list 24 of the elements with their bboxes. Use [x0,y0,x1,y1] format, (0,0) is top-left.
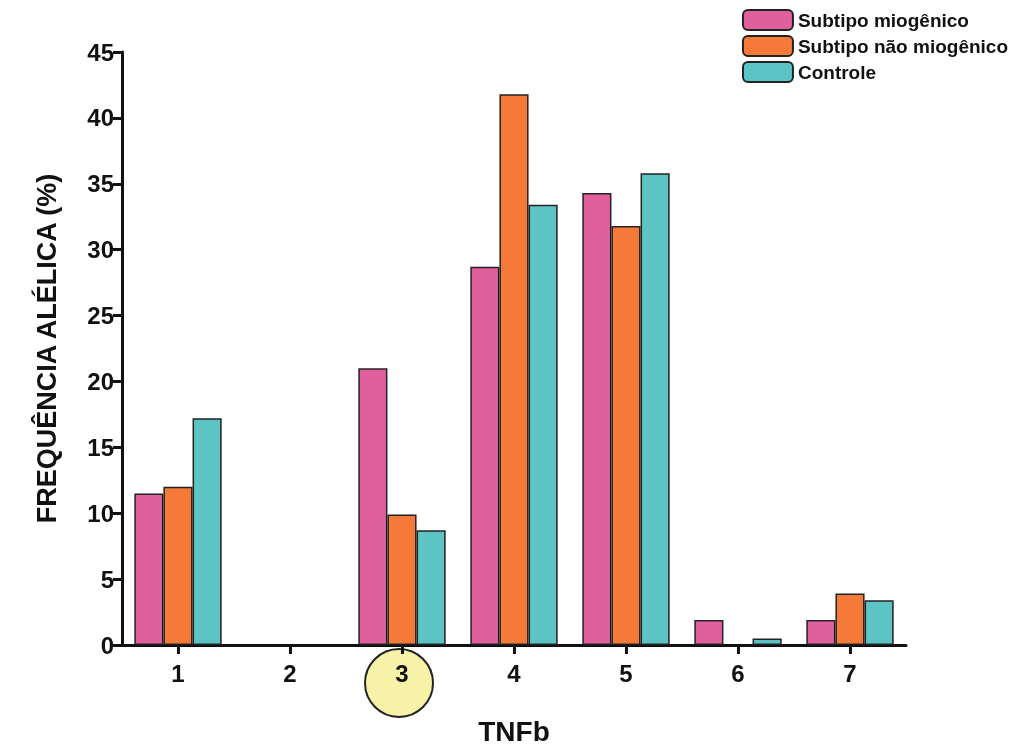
y-tick-label: 5 [100,565,114,593]
legend-label: Subtipo não miogênico [797,35,1009,57]
y-tick-label: 45 [87,38,114,66]
x-tick-label: 2 [283,659,297,687]
y-tick-label: 25 [87,302,114,330]
y-tick-label: 40 [87,104,114,132]
y-tick-label: 0 [100,631,114,659]
x-tick-label: 1 [171,659,185,687]
x-tick-label: 5 [619,659,633,687]
bar [694,619,724,645]
x-tick-label: 7 [843,659,857,687]
y-tick-label: 10 [87,499,114,527]
legend-label: Controle [797,61,877,83]
y-axis-title: FREQUÊNCIA ALÉLICA (%) [30,173,62,524]
x-tick-label: 4 [507,659,522,687]
x-tick-label: 6 [731,659,745,687]
x-tick-label: 3 [395,659,409,687]
y-tick-label: 15 [87,433,114,461]
legend-label: Subtipo miogênico [797,9,969,31]
bar [752,638,782,645]
y-tick-label: 30 [87,236,114,264]
x-axis-title: TNFb [478,715,550,747]
y-tick-label: 35 [87,170,114,198]
y-tick-label: 20 [87,367,114,395]
